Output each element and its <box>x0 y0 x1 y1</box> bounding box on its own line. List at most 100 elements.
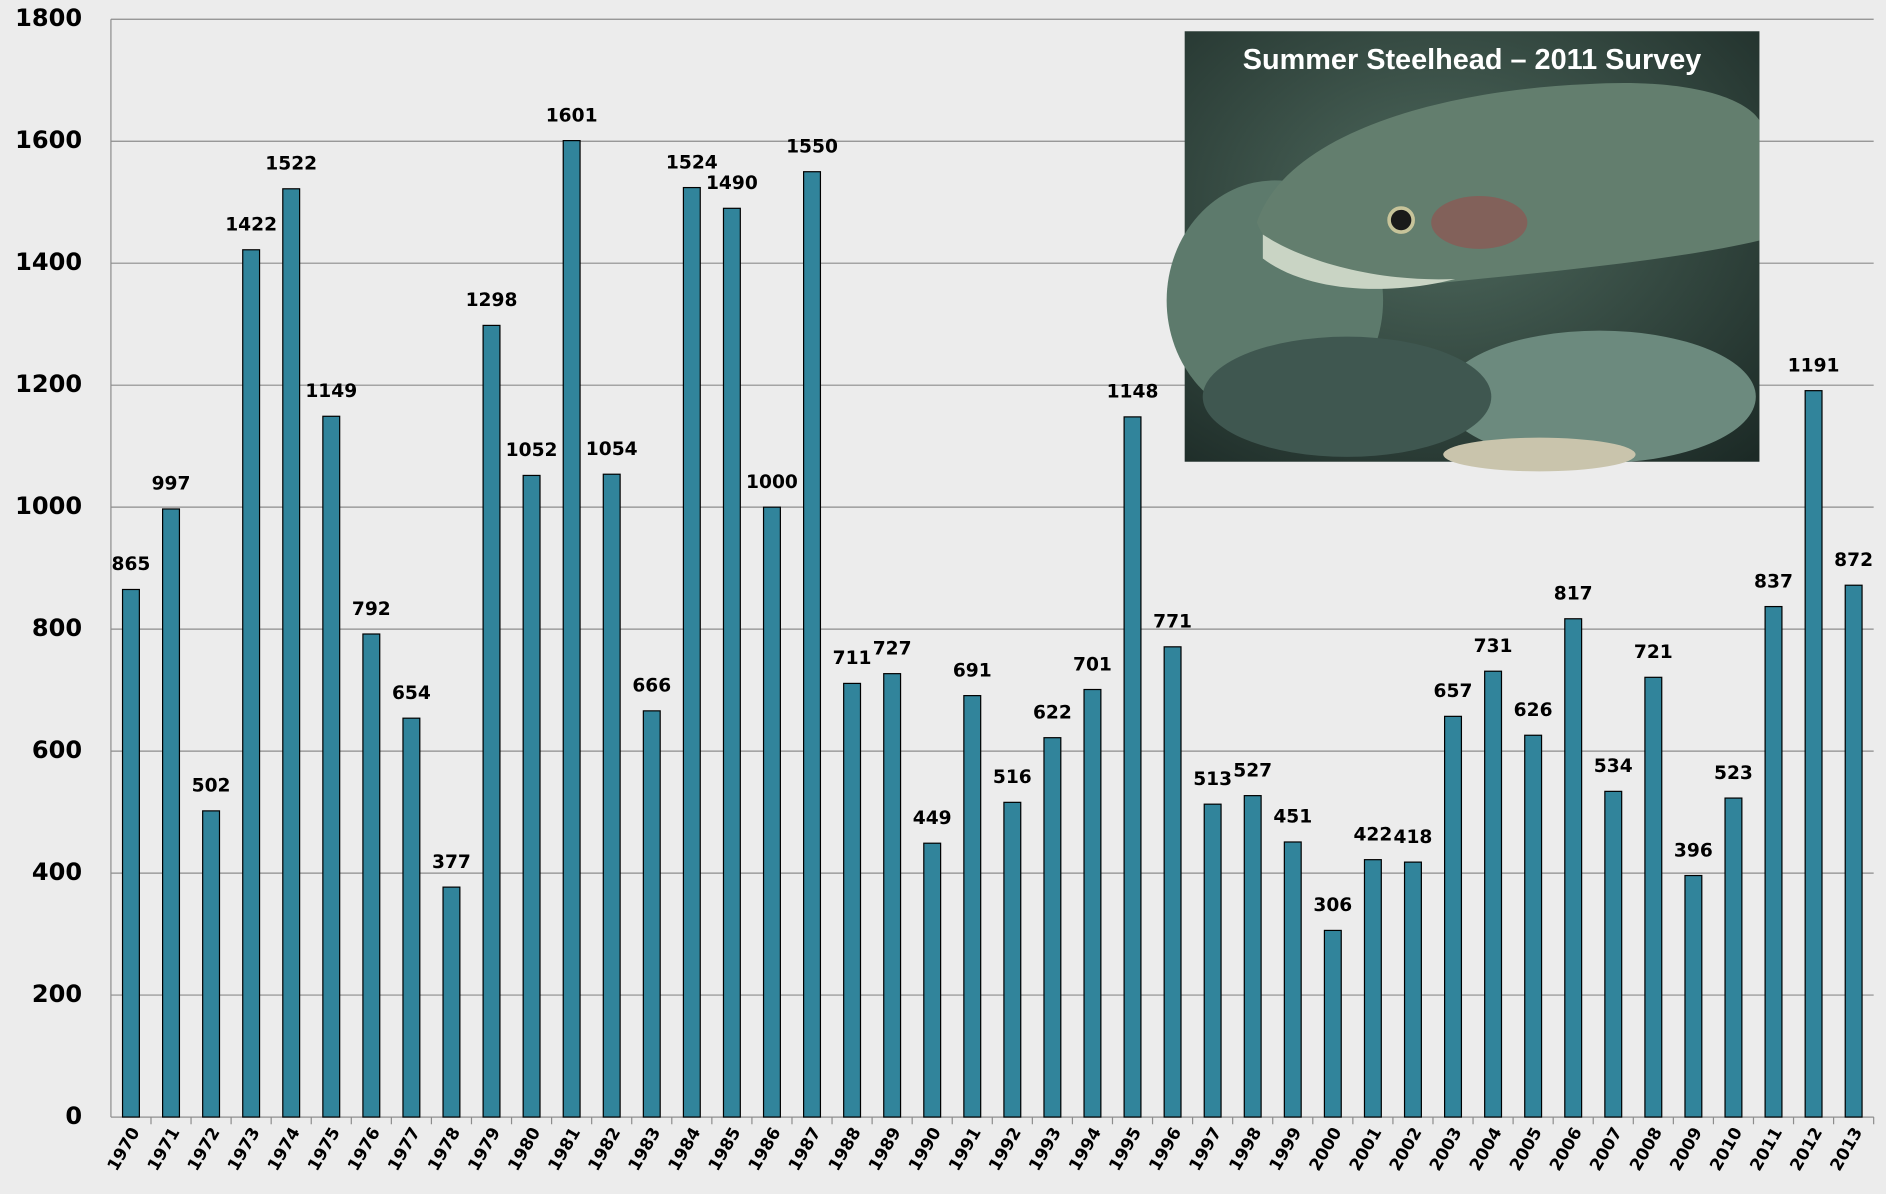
y-tick-label: 1600 <box>15 126 82 154</box>
bar <box>362 633 381 1118</box>
bar <box>883 673 902 1118</box>
inset-photo: Summer Steelhead – 2011 Survey <box>1166 31 1760 472</box>
bar <box>642 710 661 1118</box>
bar <box>1003 801 1022 1118</box>
bar <box>1163 646 1182 1118</box>
rock <box>1202 336 1492 457</box>
bar <box>1484 670 1503 1118</box>
value-label: 701 <box>1073 654 1112 675</box>
bar <box>282 188 301 1118</box>
bar <box>1724 797 1743 1118</box>
value-label: 396 <box>1674 840 1713 861</box>
x-tick-label: 1978 <box>423 1124 464 1175</box>
value-label: 792 <box>352 599 391 620</box>
value-label: 727 <box>873 638 912 659</box>
value-label: 451 <box>1273 807 1312 828</box>
bar <box>1564 618 1583 1118</box>
x-tick-label: 2010 <box>1705 1124 1746 1175</box>
value-label: 872 <box>1834 550 1873 571</box>
y-tick-label: 1400 <box>15 248 82 276</box>
value-label: 657 <box>1434 681 1473 702</box>
bar <box>1243 795 1262 1118</box>
x-tick-label: 1993 <box>1024 1124 1065 1175</box>
x-tick-label: 1976 <box>343 1124 384 1175</box>
bar <box>923 842 942 1118</box>
bar <box>602 473 621 1118</box>
y-tick-label: 600 <box>32 736 82 764</box>
fish <box>1256 83 1760 285</box>
bar <box>1684 874 1703 1118</box>
x-tick-label: 2011 <box>1745 1124 1786 1175</box>
x-tick-label: 2008 <box>1625 1124 1666 1175</box>
x-tick-label: 1979 <box>463 1124 504 1175</box>
fish-eye <box>1387 206 1415 234</box>
bar <box>1443 715 1463 1118</box>
value-label: 1191 <box>1788 355 1840 376</box>
bar <box>722 207 741 1118</box>
y-tick-label: 1800 <box>15 4 82 32</box>
bar <box>522 474 541 1118</box>
x-tick-label: 2002 <box>1385 1124 1426 1175</box>
rock <box>1443 330 1756 463</box>
value-label: 654 <box>392 683 431 704</box>
value-label: 377 <box>432 852 471 873</box>
bar <box>1403 861 1422 1118</box>
y-tick-label: 800 <box>32 614 82 642</box>
x-tick-label: 2009 <box>1665 1124 1706 1175</box>
bar <box>1283 841 1302 1118</box>
x-tick-label: 1971 <box>143 1124 184 1175</box>
bar <box>121 588 140 1118</box>
y-tick-label: 1200 <box>15 370 82 398</box>
value-label: 1148 <box>1107 382 1159 403</box>
value-label: 502 <box>192 776 231 797</box>
bar <box>482 324 501 1118</box>
x-tick-label: 1997 <box>1185 1124 1226 1175</box>
value-label: 1000 <box>746 472 798 493</box>
inset-caption: Summer Steelhead – 2011 Survey <box>1243 44 1702 76</box>
bar <box>682 186 701 1118</box>
bar <box>402 717 421 1118</box>
bar <box>242 249 261 1118</box>
bar <box>1844 584 1863 1118</box>
bar <box>1323 929 1342 1118</box>
bar <box>1764 605 1783 1118</box>
bar <box>843 682 862 1118</box>
x-tick-label: 1985 <box>704 1124 745 1175</box>
bar <box>1363 859 1382 1118</box>
value-label: 622 <box>1033 702 1072 723</box>
value-label: 523 <box>1714 763 1753 784</box>
value-label: 534 <box>1594 756 1633 777</box>
x-tick-label: 1995 <box>1104 1124 1145 1175</box>
x-tick-label: 1982 <box>584 1124 625 1175</box>
x-tick-label: 2006 <box>1545 1124 1586 1175</box>
value-label: 418 <box>1394 827 1433 848</box>
x-tick-label: 1981 <box>544 1124 585 1175</box>
bar <box>1203 803 1222 1118</box>
value-label: 1298 <box>466 290 518 311</box>
bar <box>1123 416 1142 1118</box>
rock <box>1443 437 1636 472</box>
x-tick-label: 2004 <box>1465 1124 1506 1175</box>
fish-cheek <box>1431 195 1528 249</box>
value-label: 1149 <box>305 381 357 402</box>
value-label: 1422 <box>225 215 277 236</box>
value-label: 666 <box>632 676 671 697</box>
x-tick-label: 1988 <box>824 1124 865 1175</box>
x-tick-label: 1977 <box>383 1124 424 1175</box>
bar <box>442 886 461 1118</box>
fish-jaw <box>1262 234 1456 289</box>
y-tick-label: 1000 <box>15 492 82 520</box>
value-label: 837 <box>1754 571 1793 592</box>
x-tick-label: 1975 <box>303 1124 344 1175</box>
bar <box>162 508 181 1118</box>
plot: 0 200 400 600 800 1000 1200 1400 1600 1800 1970 865… <box>15 4 1875 1175</box>
x-tick-label: 1986 <box>744 1124 785 1175</box>
bar <box>762 506 781 1118</box>
value-label: 691 <box>953 660 992 681</box>
bar <box>1524 734 1543 1118</box>
value-label: 731 <box>1474 636 1513 657</box>
value-label: 1522 <box>265 154 317 175</box>
x-tick-label: 1996 <box>1144 1124 1185 1175</box>
value-label: 527 <box>1233 760 1272 781</box>
x-tick-label: 1990 <box>904 1124 945 1175</box>
